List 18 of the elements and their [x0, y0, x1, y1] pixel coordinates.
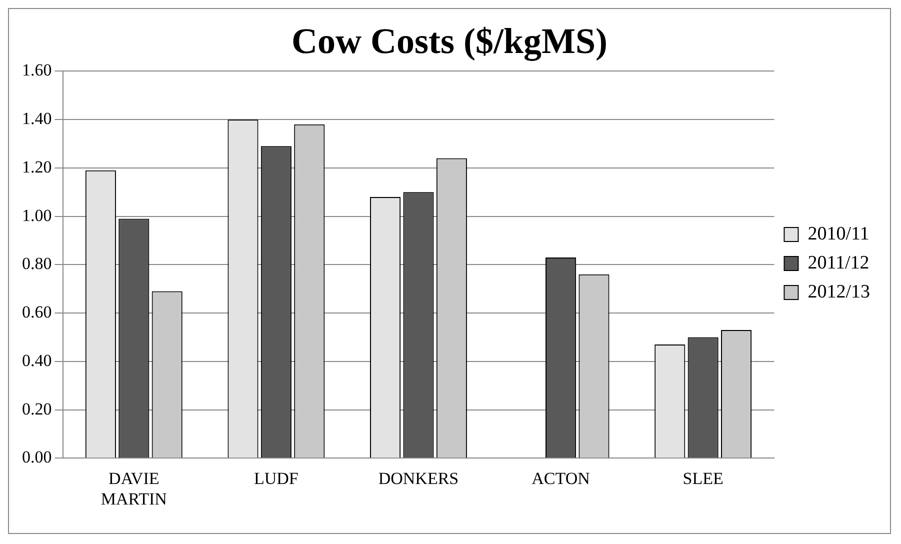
- y-tick-label: 1.40: [22, 109, 52, 128]
- y-tick-label: 0.80: [22, 254, 52, 274]
- y-tick-label: 1.60: [22, 60, 52, 80]
- y-tick-label: 0.60: [22, 302, 52, 322]
- x-tick-label: ACTON: [532, 468, 590, 488]
- x-tick-label: DONKERS: [378, 468, 459, 488]
- chart-title: Cow Costs ($/kgMS): [291, 20, 608, 61]
- x-tick-label: DAVIE MARTIN: [100, 468, 167, 508]
- legend-label: 2011/12: [808, 252, 870, 274]
- y-tick-label: 0.00: [22, 448, 52, 467]
- legend-label: 2010/11: [808, 223, 870, 244]
- x-tick-label: LUDF: [254, 468, 298, 488]
- legend-label: 2012/13: [808, 281, 870, 302]
- y-tick-label: 1.00: [22, 206, 52, 225]
- y-tick-label: 0.40: [22, 350, 52, 370]
- x-tick-label: SLEE: [682, 468, 724, 488]
- y-tick-label: 0.20: [22, 399, 52, 418]
- y-tick-label: 1.20: [22, 157, 52, 176]
